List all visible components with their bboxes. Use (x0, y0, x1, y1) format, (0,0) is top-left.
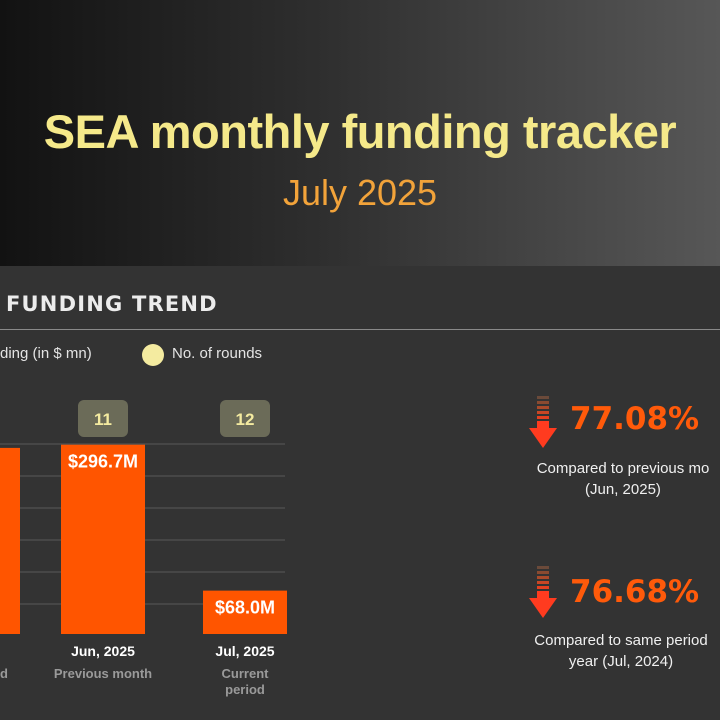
bar-value-label: $296.7M (68, 452, 138, 472)
bar-2 (61, 444, 145, 634)
x-tick-sublabel: period (225, 682, 265, 697)
x-tick-label: Jun, 2025 (71, 643, 135, 659)
metric-yoy-caption-line2: year (Jul, 2024) (568, 653, 674, 670)
bar-3 (203, 590, 287, 634)
metric-yoy-caption-line1: Compared to same period (534, 632, 708, 649)
metric-mom-caption-line2: (Jun, 2025) (585, 481, 661, 498)
bar-1 (0, 447, 20, 634)
x-tick-sublabel: Current (222, 666, 270, 681)
section-title: FUNDING TREND (6, 292, 218, 316)
page-subtitle: July 2025 (282, 172, 438, 213)
rounds-badge (220, 400, 270, 437)
bar-value-label: $68.0M (215, 598, 275, 618)
rounds-count-label: 12 (236, 410, 255, 429)
funding-bar-chart: d $296.7M 11 Jun, 2025 Previous month $68.0M 1… (0, 400, 287, 697)
metric-mom-caption: Compared to previous mo (Jun, 2025) (438, 458, 720, 500)
metric-yoy-caption: Compared to same period year (Jul, 2024) (436, 630, 720, 672)
x-tick-sublabel: Previous month (54, 666, 152, 681)
rounds-count-label: 11 (94, 410, 112, 429)
x-tick-label: Jul, 2025 (215, 643, 274, 659)
down-arrow-icon (529, 566, 557, 618)
down-arrow-icon (529, 396, 557, 448)
x-tick-sublabel: d (0, 666, 8, 681)
metric-mom-caption-line1: Compared to previous mo (536, 460, 710, 477)
rounds-badge (78, 400, 128, 437)
legend-rounds-dot-icon (142, 344, 164, 366)
section-divider (0, 329, 720, 330)
legend-rounds-label: No. of rounds (172, 345, 263, 362)
metric-mom-value: 77.08% (570, 401, 700, 437)
legend-funding-label: ding (in $ mn) (0, 345, 92, 362)
header-banner (0, 0, 720, 266)
page-title: SEA monthly funding tracker (43, 105, 677, 158)
metric-yoy-value: 76.68% (570, 574, 700, 610)
